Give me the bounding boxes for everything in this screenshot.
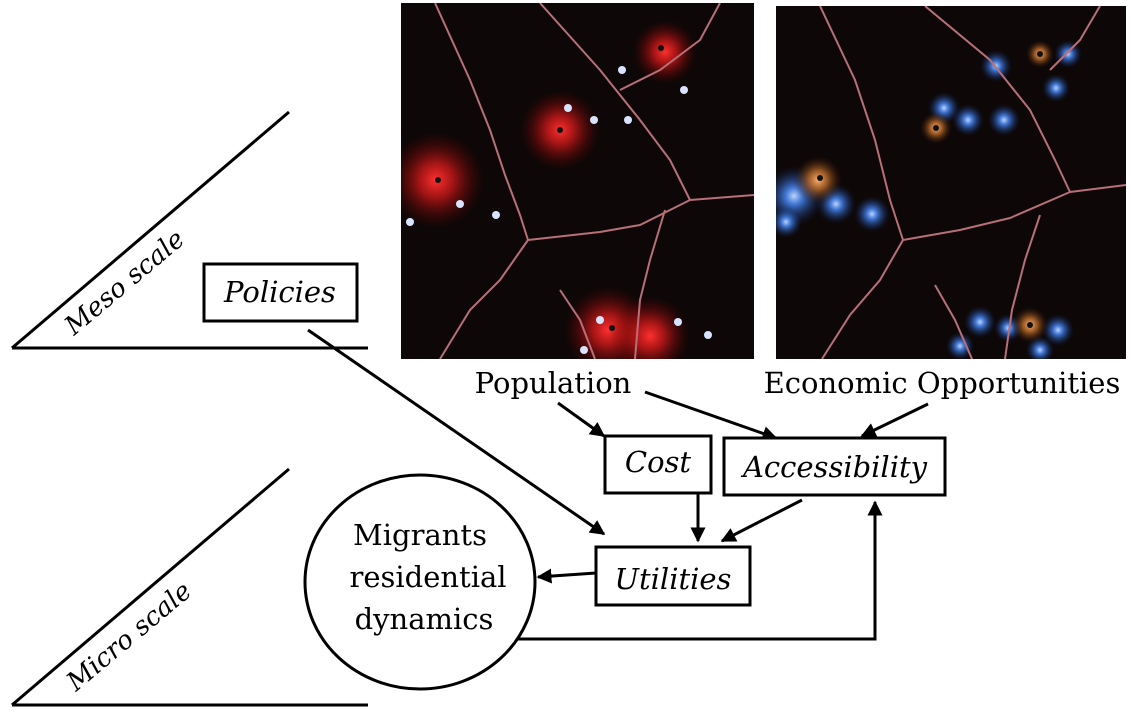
opportunities-caption: Economic Opportunities [764, 366, 1121, 400]
migrants-node: Migrants residential dynamics [303, 473, 537, 691]
arrow-population-to-accessibility [644, 390, 778, 441]
flow-arrows [307, 328, 929, 641]
migrants-label-line-1: Migrants [353, 518, 487, 552]
arrow-utilities-to-migrants [536, 568, 597, 584]
meso-scale-label: Meso scale [58, 224, 190, 342]
opportunity-centers [817, 51, 1043, 328]
policies-node: Policies [202, 262, 359, 323]
policies-label: Policies [223, 275, 336, 309]
micro-scale-label: Micro scale [60, 576, 197, 698]
cost-label: Cost [625, 445, 692, 479]
arrow-migrants-to-accessibility [518, 500, 883, 641]
population-caption: Population [475, 366, 632, 400]
migrants-label-line-2: residential [349, 560, 506, 594]
migrants-label-line-3: dynamics [355, 602, 494, 636]
cost-node: Cost [603, 434, 713, 495]
opportunities-region-borders [819, 6, 1126, 359]
accessibility-label: Accessibility [740, 450, 928, 484]
utilities-label: Utilities [615, 562, 732, 596]
arrow-population-to-cost [557, 401, 606, 438]
population-agents [406, 45, 712, 354]
accessibility-node: Accessibility [722, 436, 947, 497]
opportunities-map [776, 6, 1126, 359]
arrow-policies-to-utilities [307, 328, 606, 536]
arrow-opportunities-to-accessibility [860, 402, 929, 438]
utilities-node: Utilities [594, 545, 752, 607]
population-map [401, 3, 754, 359]
population-region-borders [434, 3, 754, 359]
arrow-accessibility-to-utilities [720, 498, 803, 543]
